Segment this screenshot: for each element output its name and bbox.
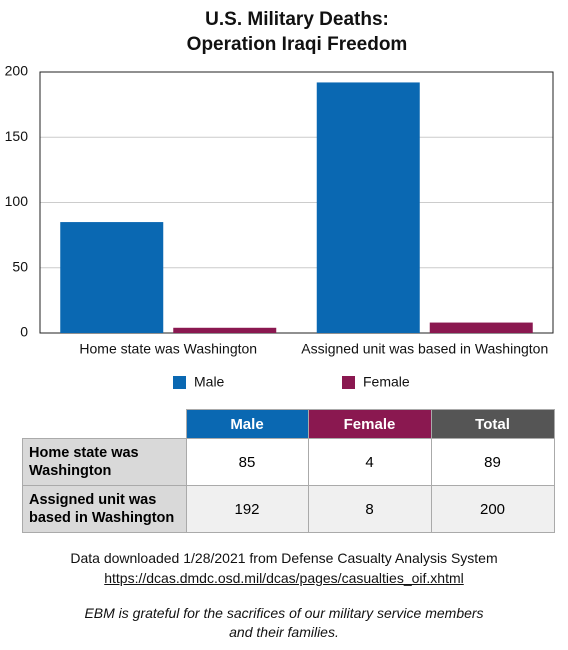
y-tick-label: 150 bbox=[5, 128, 29, 144]
gratitude-note: EBM is grateful for the sacrifices of ou… bbox=[84, 605, 484, 621]
cell: 89 bbox=[430, 438, 555, 486]
chart: U.S. Military Deaths: Operation Iraqi Fr… bbox=[5, 9, 554, 390]
bar bbox=[316, 82, 420, 333]
legend-label: Male bbox=[194, 374, 225, 390]
empty-cell bbox=[23, 410, 187, 439]
legend-swatch bbox=[342, 376, 355, 389]
cell: 8 bbox=[307, 485, 432, 533]
legend-swatch bbox=[173, 376, 186, 389]
bar bbox=[173, 327, 277, 333]
source-link[interactable]: https://dcas.dmdc.osd.mil/dcas/pages/cas… bbox=[104, 570, 464, 586]
link-line: https://dcas.dmdc.osd.mil/dcas/pages/cas… bbox=[0, 570, 568, 586]
chart-title: U.S. Military Deaths: bbox=[205, 9, 389, 30]
row-header: Home state was Washington bbox=[22, 438, 187, 486]
y-tick-label: 0 bbox=[20, 324, 28, 340]
data-table: Male Female Total Home state was Washing… bbox=[22, 409, 555, 533]
bar bbox=[429, 322, 533, 333]
legend-label: Female bbox=[363, 374, 410, 390]
cell: 192 bbox=[185, 485, 309, 533]
column-header: Total bbox=[430, 409, 555, 439]
cell: 4 bbox=[307, 438, 432, 486]
column-header: Male bbox=[185, 409, 309, 439]
chart-title: Operation Iraqi Freedom bbox=[187, 34, 408, 55]
bar bbox=[60, 222, 164, 333]
x-tick-label: Home state was Washington bbox=[79, 341, 257, 357]
row-header: Assigned unit was based in Washington bbox=[22, 485, 187, 533]
y-tick-label: 200 bbox=[5, 63, 29, 79]
cell: 85 bbox=[185, 438, 309, 486]
gratitude-note: and their families. bbox=[229, 624, 339, 640]
y-tick-label: 100 bbox=[5, 193, 29, 209]
plot-frame bbox=[39, 71, 554, 334]
column-header: Female bbox=[307, 409, 432, 439]
y-tick-label: 50 bbox=[12, 258, 28, 274]
cell: 200 bbox=[430, 485, 555, 533]
x-tick-label: Assigned unit was based in Washington bbox=[301, 341, 548, 357]
source-note: Data downloaded 1/28/2021 from Defense C… bbox=[70, 550, 498, 566]
